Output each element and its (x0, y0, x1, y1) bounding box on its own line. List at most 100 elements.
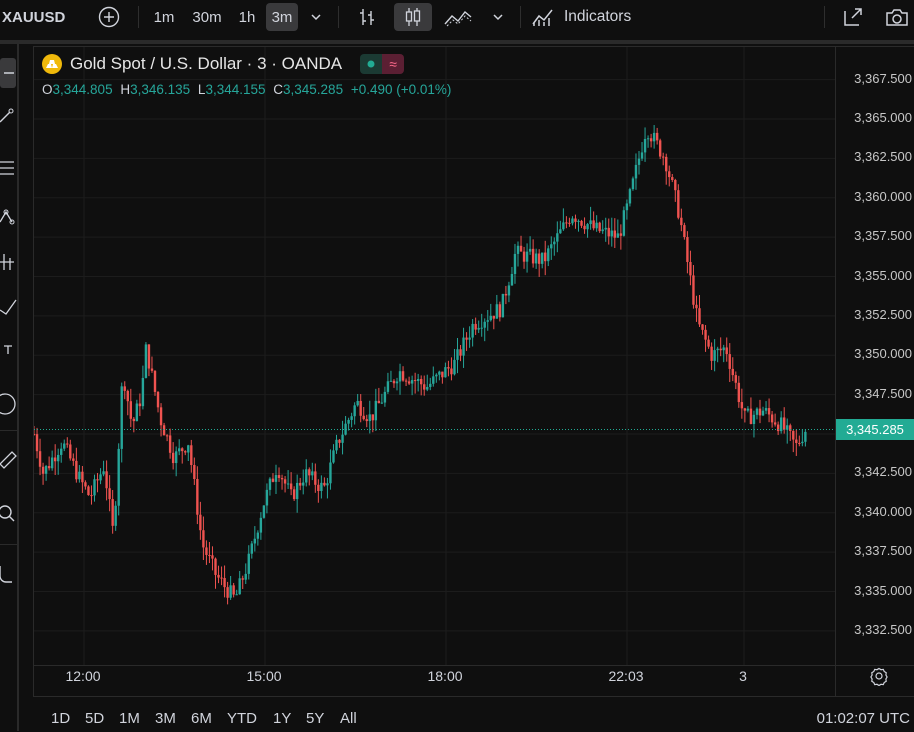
range-all[interactable]: All (340, 710, 357, 727)
range-1d[interactable]: 1D (51, 710, 71, 727)
candle-down (359, 400, 362, 416)
candle-down (87, 486, 90, 496)
pattern-tool[interactable] (0, 204, 18, 228)
ruler-icon (0, 451, 17, 469)
price-chart[interactable] (34, 47, 914, 697)
candle-up (368, 414, 371, 422)
price-tick-label: 3,342.500 (854, 464, 912, 480)
area-type-button[interactable] (440, 3, 476, 31)
symbol-title: Gold Spot / U.S. Dollar · 3 · OANDA (70, 54, 343, 73)
range-5d[interactable]: 5D (85, 710, 105, 727)
price-tick-label: 3,365.000 (854, 110, 912, 125)
add-symbol-button[interactable] (94, 3, 124, 31)
area-chart-icon (444, 10, 472, 27)
time-tick-label: 18:00 (427, 668, 463, 684)
gold-symbol-icon (42, 54, 62, 74)
candle-up (746, 408, 750, 411)
range-3m[interactable]: 3M (155, 710, 176, 727)
candles-icon (405, 8, 421, 26)
forecast-tool[interactable] (0, 250, 18, 274)
market-status-pill[interactable]: ≈ (360, 54, 405, 74)
range-1y[interactable]: 1Y (273, 710, 292, 727)
drawing-toolbar (0, 44, 18, 731)
chart-legend[interactable]: Gold Spot / U.S. Dollar · 3 · OANDA ≈ (42, 54, 405, 74)
candle-up (507, 285, 511, 296)
candle-down (314, 471, 317, 485)
text-tool[interactable] (0, 336, 18, 360)
price-tick-label: 3,337.500 (854, 543, 912, 559)
candle-up (78, 471, 81, 480)
ohlc-values: O3,344.805 H3,346.135 L3,344.155 C3,345.… (42, 82, 451, 97)
interval-3m[interactable]: 3m (266, 3, 298, 31)
chart-pane[interactable] (33, 46, 914, 697)
range-6m[interactable]: 6M (191, 710, 212, 727)
interval-1m[interactable]: 1m (153, 8, 175, 26)
time-tick-label: 15:00 (246, 668, 282, 684)
change-value: +0.490 (+0.01%) (350, 82, 452, 97)
range-5y[interactable]: 5Y (306, 710, 325, 727)
candle-down (707, 339, 710, 347)
candle-up (305, 469, 308, 483)
trend-line-tool[interactable] (0, 104, 18, 128)
bar-type-button[interactable] (350, 3, 384, 31)
candle-down (404, 380, 408, 382)
candle-down (537, 253, 541, 264)
range-1m[interactable]: 1M (119, 710, 140, 727)
fib-icon (0, 161, 14, 175)
chart-type-dropdown-button[interactable] (486, 3, 510, 31)
magnet-icon (0, 566, 12, 583)
candle-down (153, 370, 157, 392)
candle-down (84, 482, 87, 487)
candle-down (704, 329, 707, 340)
candle-down (492, 315, 495, 319)
candle-up (480, 327, 483, 329)
candle-down (665, 156, 668, 172)
brush-tool[interactable] (0, 294, 18, 318)
candle-down (649, 138, 653, 142)
candle-down (767, 408, 771, 415)
candle-up (550, 244, 553, 249)
candle-up (637, 158, 641, 165)
candle-up (604, 227, 607, 230)
interval-1h[interactable]: 1h (238, 8, 256, 26)
fib-tool[interactable] (0, 156, 18, 180)
interval-dropdown-button[interactable] (304, 3, 328, 31)
candle-down (792, 430, 795, 440)
high-key: H (120, 82, 131, 97)
candle-down (193, 465, 196, 480)
ruler-tool[interactable] (0, 446, 18, 470)
interval-30m[interactable]: 30m (192, 8, 222, 26)
utc-clock[interactable]: 01:02:07 UTC (816, 710, 910, 727)
icons-tool[interactable] (0, 392, 18, 416)
candle-down (674, 179, 677, 191)
candle-down (226, 587, 229, 598)
candle-up (311, 471, 314, 476)
cursor-tool[interactable] (0, 58, 16, 88)
candle-up (262, 505, 266, 518)
zoom-tool[interactable] (0, 502, 18, 526)
candle-up (764, 408, 768, 411)
candle-down (150, 368, 154, 371)
indicators-button[interactable]: Indicators (530, 3, 652, 31)
candle-up (516, 245, 520, 254)
candle-down (677, 190, 680, 218)
candles-type-button[interactable] (394, 3, 432, 31)
candle-down (108, 488, 111, 500)
candle-up (489, 315, 492, 321)
candle-down (662, 156, 665, 158)
candle-down (271, 478, 275, 482)
magnet-tool[interactable] (0, 560, 18, 584)
candle-down (365, 419, 368, 422)
candle-down (105, 471, 108, 489)
settings-gear-icon[interactable] (869, 666, 889, 686)
snapshot-button[interactable] (880, 3, 914, 31)
candle-up (495, 304, 499, 319)
symbol-search[interactable]: XAUUSD (2, 8, 66, 26)
range-ytd[interactable]: YTD (227, 710, 257, 727)
fullscreen-button[interactable] (838, 3, 868, 31)
high-value: 3,346.135 (130, 82, 191, 97)
candle-up (556, 233, 559, 242)
price-tick-label: 3,355.000 (854, 267, 912, 283)
candle-down (196, 479, 199, 515)
candle-up (752, 414, 756, 424)
